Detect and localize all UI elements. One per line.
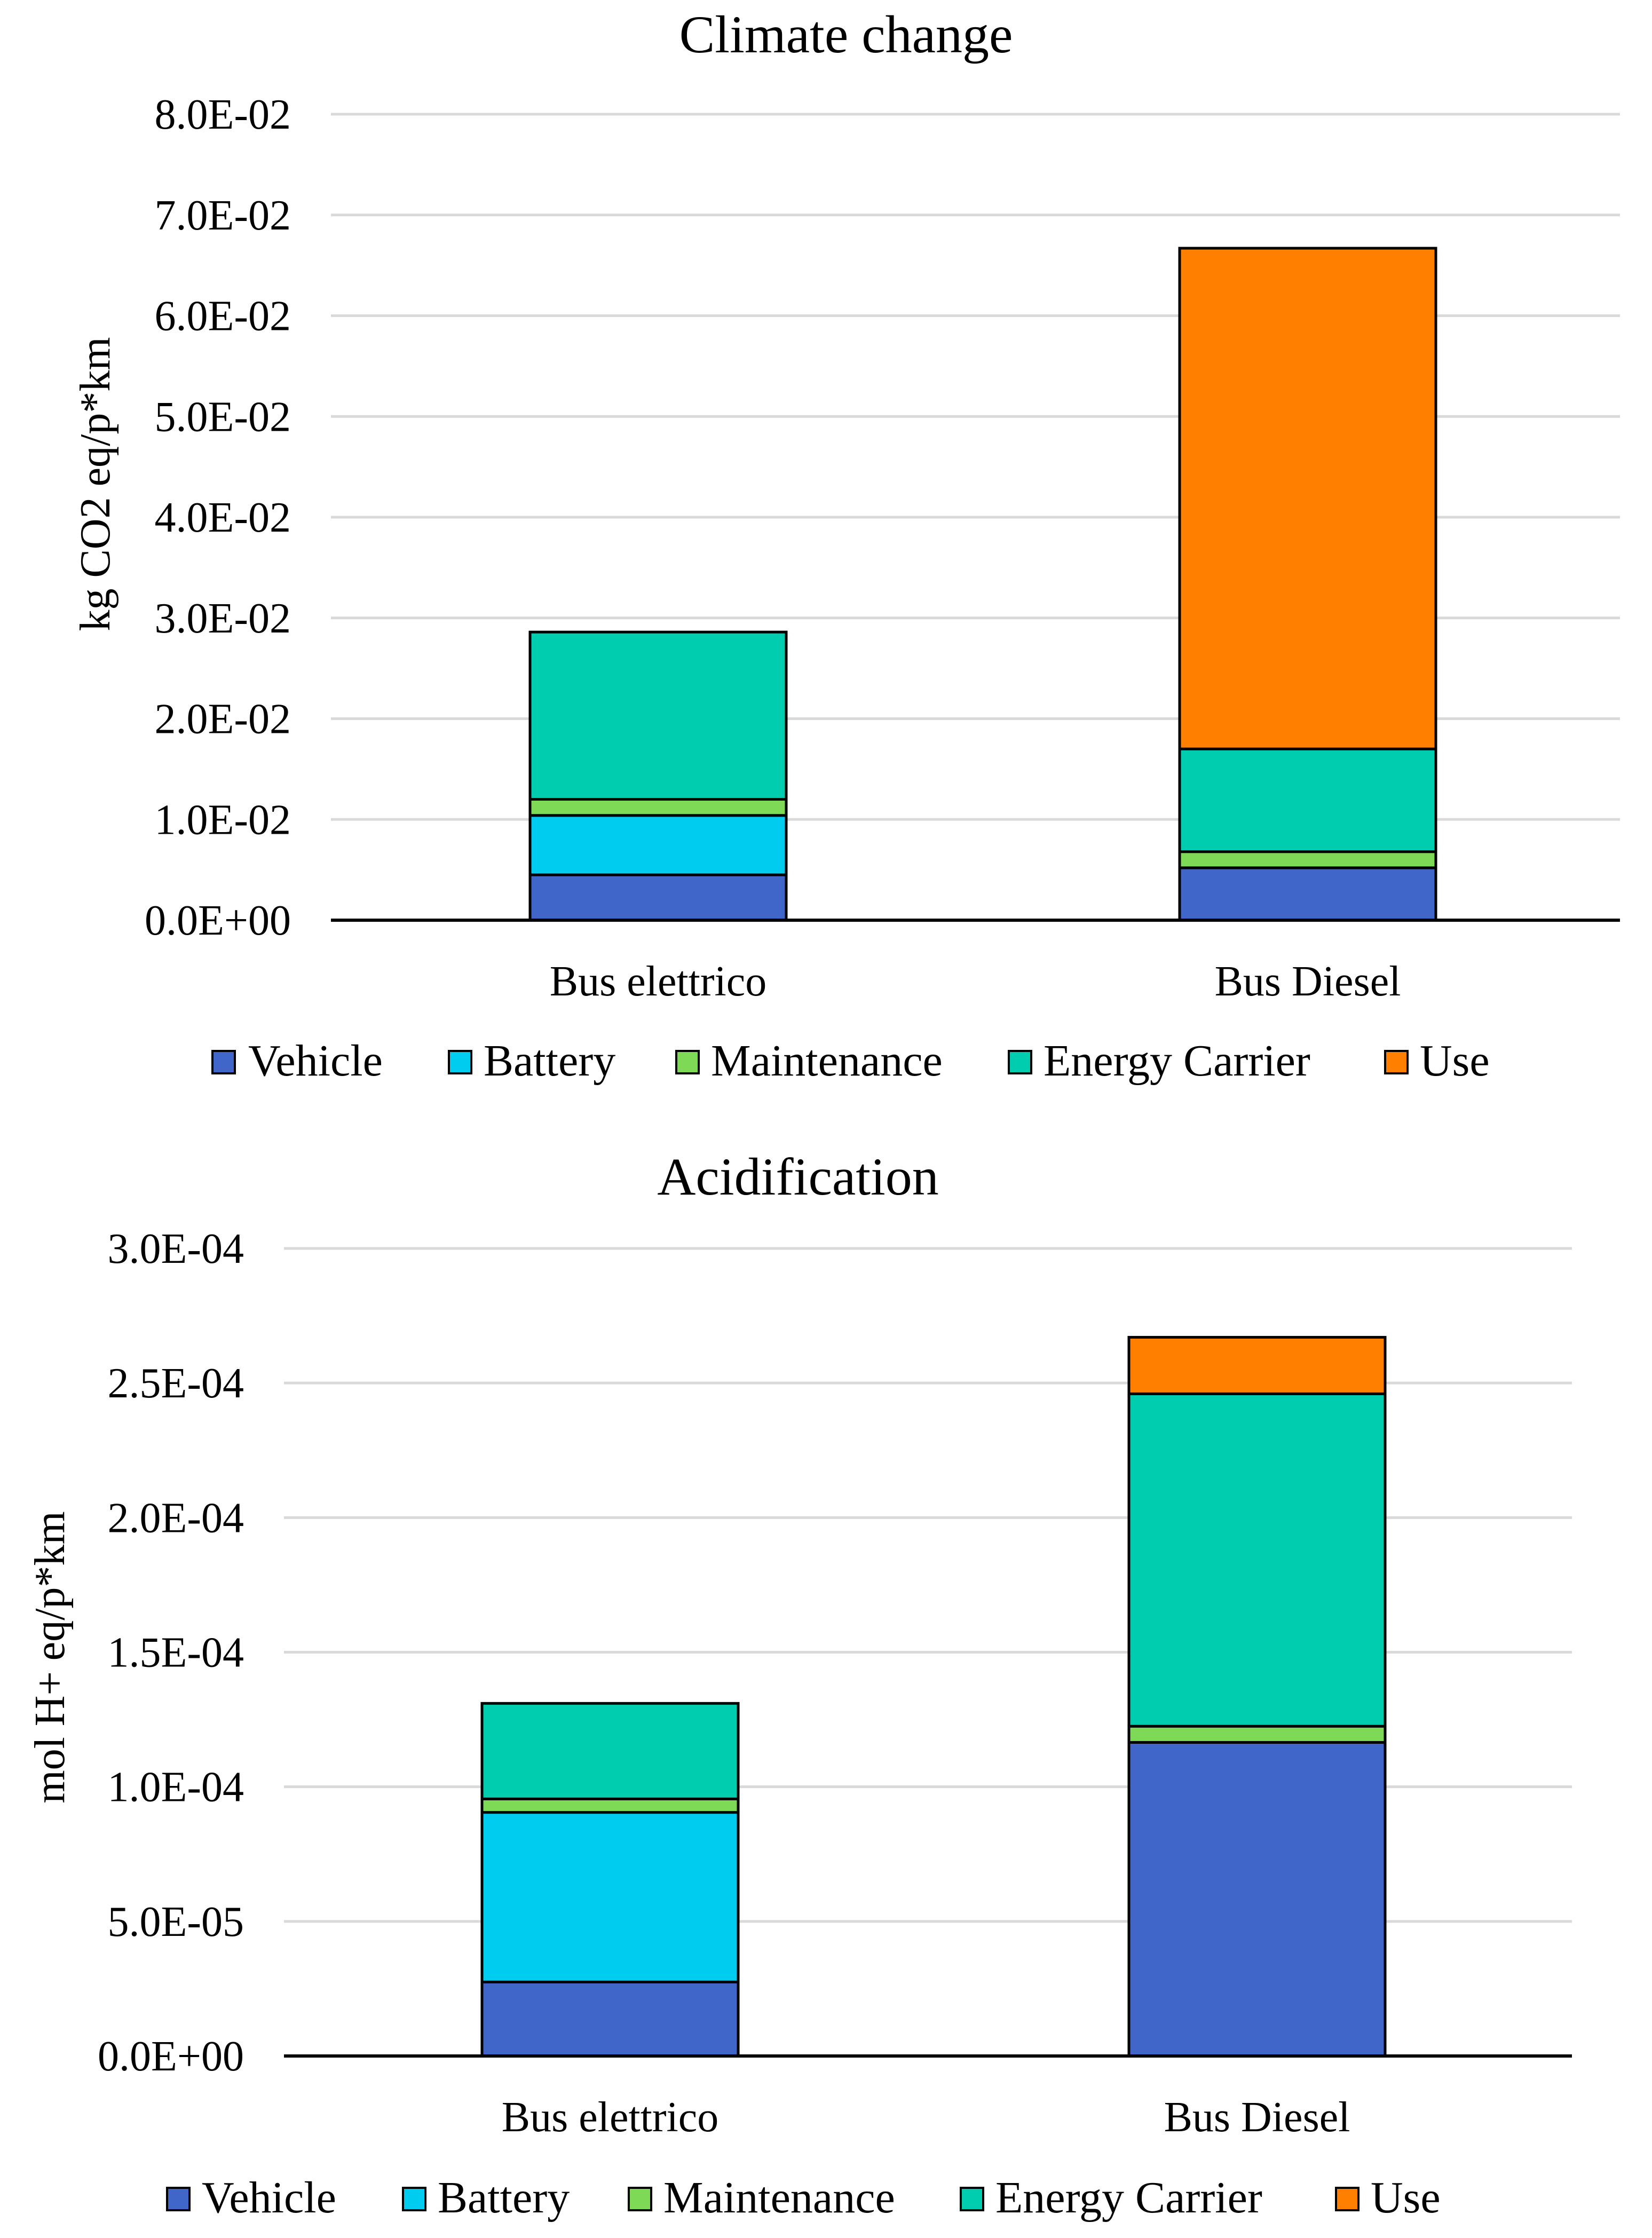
bar-segment-maintenance (480, 1797, 740, 1814)
bar-segment-vehicle (1127, 1741, 1387, 2058)
legend-label-battery: Battery (484, 1036, 615, 1086)
y-axis-label: mol H+ eq/p*km (27, 1511, 74, 1803)
bars (480, 1335, 1387, 2058)
category-label-bus-diesel: Bus Diesel (1215, 958, 1401, 1005)
y-axis-label: kg CO2 eq/p*km (72, 337, 119, 631)
legend-swatch-maintenance (628, 2187, 652, 2211)
y-tick-label: 2.0E-04 (107, 1494, 244, 1541)
y-tick-label: 0.0E+00 (98, 2033, 244, 2080)
legend-label-energy-carrier: Energy Carrier (995, 2173, 1262, 2223)
y-tick-label: 1.0E-02 (154, 796, 291, 843)
y-tick-label: 0.0E+00 (145, 897, 291, 944)
bar-segment-maintenance (1127, 1725, 1387, 1744)
chart-title: Climate change (679, 5, 1013, 64)
y-tick-label: 8.0E-02 (154, 91, 291, 138)
bar-segment-energy-carrier (1178, 747, 1437, 853)
legend-swatch-vehicle (166, 2187, 191, 2211)
y-tick-label: 2.5E-04 (107, 1360, 244, 1407)
y-tick-label: 4.0E-02 (154, 494, 291, 541)
bar-segment-maintenance (1178, 850, 1437, 869)
legend-label-maintenance: Maintenance (711, 1036, 943, 1086)
legend-swatch-battery (448, 1050, 472, 1074)
y-tick-labels: 0.0E+00 1.0E-02 2.0E-02 3.0E-02 4.0E-02 5.0E-… (145, 91, 291, 944)
legend: Vehicle Battery Maintenance Energy Carri… (211, 1036, 1490, 1086)
legend-label-vehicle: Vehicle (202, 2173, 336, 2223)
y-tick-label: 6.0E-02 (154, 293, 291, 340)
legend-swatch-maintenance (675, 1050, 700, 1074)
legend-swatch-use (1335, 2187, 1359, 2211)
bar-segment-battery (528, 814, 788, 876)
legend-swatch-use (1384, 1050, 1409, 1074)
y-tick-labels: 0.0E+00 5.0E-05 1.0E-04 1.5E-04 2.0E-04 2.5E-… (98, 1225, 244, 2080)
climate-change-chart: Climate change 0.0E+00 1.0E-02 2.0E-02 3.0E… (72, 5, 1620, 1086)
legend-label-use: Use (1420, 1036, 1490, 1086)
legend-swatch-vehicle (211, 1050, 236, 1074)
category-label-bus-elettrico: Bus elettrico (550, 958, 767, 1005)
bar-segment-use (1178, 247, 1437, 750)
bar-segment-battery (480, 1811, 740, 1983)
legend-label-energy-carrier: Energy Carrier (1044, 1036, 1310, 1086)
bar-segment-energy-carrier (528, 630, 788, 801)
category-label-bus-diesel: Bus Diesel (1164, 2094, 1350, 2141)
category-label-bus-elettrico: Bus elettrico (502, 2094, 719, 2141)
bar-segment-use (1127, 1335, 1387, 1395)
legend: Vehicle Battery Maintenance Energy Carri… (166, 2173, 1441, 2223)
legend-label-maintenance: Maintenance (663, 2173, 895, 2223)
legend-swatch-battery (402, 2187, 426, 2211)
bar-segment-energy-carrier (480, 1702, 740, 1800)
legend-label-vehicle: Vehicle (248, 1036, 383, 1086)
legend-swatch-energy-carrier (1008, 1050, 1032, 1074)
bar-segment-vehicle (528, 873, 788, 922)
bars (528, 247, 1437, 922)
y-tick-label: 7.0E-02 (154, 192, 291, 239)
chart-title: Acidification (657, 1147, 939, 1206)
legend-label-battery: Battery (438, 2173, 570, 2223)
bar-segment-energy-carrier (1127, 1392, 1387, 1728)
legend-swatch-energy-carrier (960, 2187, 984, 2211)
bar-segment-maintenance (528, 798, 788, 817)
bar-segment-vehicle (480, 1980, 740, 2058)
y-tick-label: 5.0E-05 (107, 1899, 244, 1946)
y-tick-label: 1.5E-04 (107, 1630, 244, 1676)
y-tick-label: 1.0E-04 (107, 1764, 244, 1811)
legend-label-use: Use (1371, 2173, 1441, 2223)
y-tick-label: 2.0E-02 (154, 696, 291, 743)
y-tick-label: 3.0E-02 (154, 595, 291, 642)
y-tick-label: 3.0E-04 (107, 1225, 244, 1272)
acidification-chart: Acidification 0.0E+00 5.0E-05 1.0E-04 1.5E-… (27, 1147, 1572, 2223)
bar-segment-vehicle (1178, 866, 1437, 922)
y-tick-label: 5.0E-02 (154, 393, 291, 440)
